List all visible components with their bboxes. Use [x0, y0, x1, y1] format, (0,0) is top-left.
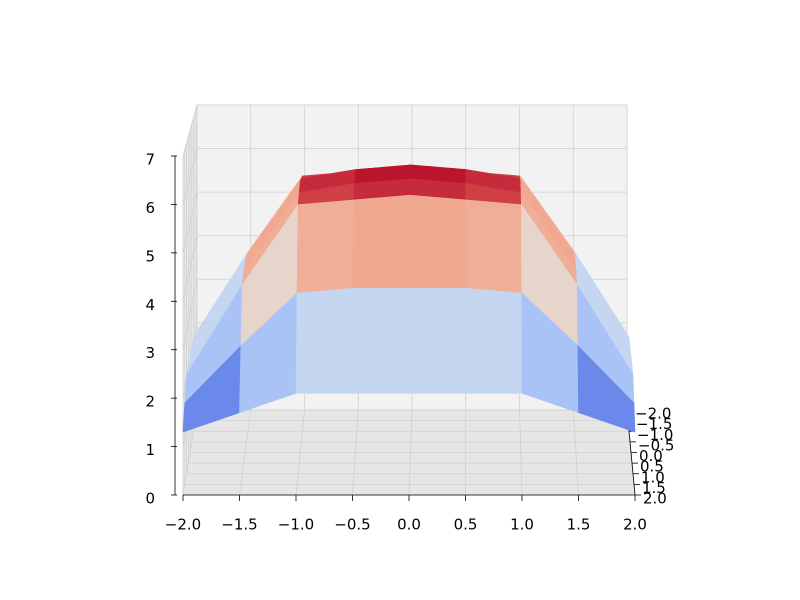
- x-tick-label: 1.5: [567, 516, 591, 534]
- y-tick-label: 2.0: [643, 490, 667, 508]
- surface-patch: [352, 194, 411, 289]
- y-tick-label: 1.0: [641, 468, 665, 486]
- x-tick-label: −2.0: [165, 516, 201, 534]
- x-tick-label: 0.0: [397, 516, 421, 534]
- z-tick-label: 2: [145, 393, 155, 411]
- surface-patch: [577, 344, 636, 433]
- y-tick-label: −1.5: [636, 415, 672, 433]
- z-tick-label: 4: [145, 296, 155, 314]
- z-tick-label: 5: [145, 247, 155, 265]
- z-tick-label: 1: [145, 441, 155, 459]
- z-tick-label: 3: [145, 344, 155, 362]
- y-tick-label: −0.5: [638, 436, 674, 454]
- z-tick-label: 7: [145, 151, 155, 169]
- x-tick-label: −1.0: [278, 516, 314, 534]
- x-tick-label: 2.0: [623, 516, 647, 534]
- surface-patch: [409, 194, 466, 289]
- surface-patch: [465, 199, 522, 294]
- x-tick-label: −1.5: [221, 516, 257, 534]
- x-tick-label: 1.0: [510, 516, 534, 534]
- z-tick-label: 6: [145, 199, 155, 217]
- y-tick-label: 0.5: [640, 458, 664, 476]
- surface-patch: [295, 287, 354, 394]
- y-tick-label: 1.5: [642, 479, 666, 497]
- surface-patch: [465, 287, 523, 394]
- surface-patch: [352, 288, 410, 394]
- surface-patch: [296, 199, 355, 294]
- x-tick-label: −0.5: [334, 516, 370, 534]
- y-tick-label: −2.0: [635, 405, 671, 423]
- x-tick-label: 0.5: [454, 516, 478, 534]
- y-tick-label: 0.0: [639, 447, 663, 465]
- z-tick-label: 0: [145, 490, 155, 508]
- y-tick-label: −1.0: [637, 426, 673, 444]
- surface-patch: [408, 288, 466, 394]
